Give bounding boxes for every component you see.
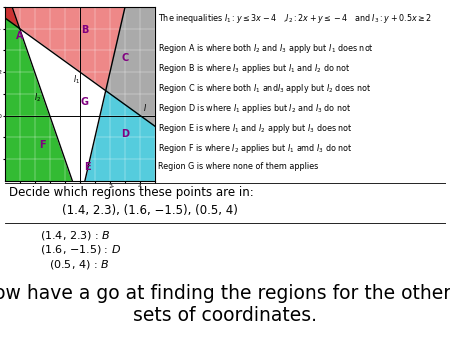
Text: G: G bbox=[81, 97, 88, 107]
Text: B: B bbox=[81, 25, 88, 35]
Text: (1.6, −1.5) : $D$: (1.6, −1.5) : $D$ bbox=[40, 243, 121, 257]
Text: E: E bbox=[84, 162, 91, 172]
Text: Region G is where none of them applies: Region G is where none of them applies bbox=[158, 162, 319, 171]
Text: (1.4, 2.3) : $B$: (1.4, 2.3) : $B$ bbox=[40, 229, 111, 242]
Text: (0.5, 4) : $B$: (0.5, 4) : $B$ bbox=[49, 258, 109, 271]
Polygon shape bbox=[85, 91, 155, 181]
Text: Region A is where both $I_2$ and $I_3$ apply but $I_1$ does not: Region A is where both $I_2$ and $I_3$ a… bbox=[158, 42, 374, 54]
Text: Region F is where $I_2$ applies but $I_1$ amd $I_3$ do not: Region F is where $I_2$ applies but $I_1… bbox=[158, 142, 353, 155]
Text: F: F bbox=[39, 140, 45, 150]
Text: The inequalities $I_1 : y \leq 3x - 4$   ,$I_2 : 2x + y \leq -4$   and $I_3 : y : The inequalities $I_1 : y \leq 3x - 4$ ,… bbox=[158, 12, 432, 25]
Polygon shape bbox=[19, 28, 106, 181]
Polygon shape bbox=[4, 7, 19, 28]
Text: C: C bbox=[122, 53, 129, 63]
Text: $I_1$: $I_1$ bbox=[72, 74, 80, 87]
Text: Decide which regions these points are in:: Decide which regions these points are in… bbox=[9, 186, 254, 199]
Text: Region B is where $I_3$ applies but $I_1$ and $I_2$ do not: Region B is where $I_3$ applies but $I_1… bbox=[158, 62, 351, 75]
Text: A: A bbox=[16, 31, 23, 41]
Text: Region D is where $I_1$ applies but $I_2$ and $I_3$ do not: Region D is where $I_1$ applies but $I_2… bbox=[158, 102, 351, 115]
Text: D: D bbox=[121, 129, 129, 139]
Polygon shape bbox=[106, 7, 155, 126]
Text: Region E is where $I_1$ and $I_2$ apply but $I_3$ does not: Region E is where $I_1$ and $I_2$ apply … bbox=[158, 122, 353, 135]
Text: $I_2$: $I_2$ bbox=[34, 91, 41, 104]
Polygon shape bbox=[12, 7, 125, 91]
Text: $I$: $I$ bbox=[143, 102, 147, 113]
Text: (1.4, 2.3), (1.6, −1.5), (0.5, 4): (1.4, 2.3), (1.6, −1.5), (0.5, 4) bbox=[62, 204, 238, 217]
Text: Now have a go at finding the regions for the other 5
sets of coordinates.: Now have a go at finding the regions for… bbox=[0, 284, 450, 325]
Polygon shape bbox=[4, 18, 72, 181]
Text: Region C is where both $I_1$ and$I_3$ apply but $I_2$ does not: Region C is where both $I_1$ and$I_3$ ap… bbox=[158, 81, 372, 95]
